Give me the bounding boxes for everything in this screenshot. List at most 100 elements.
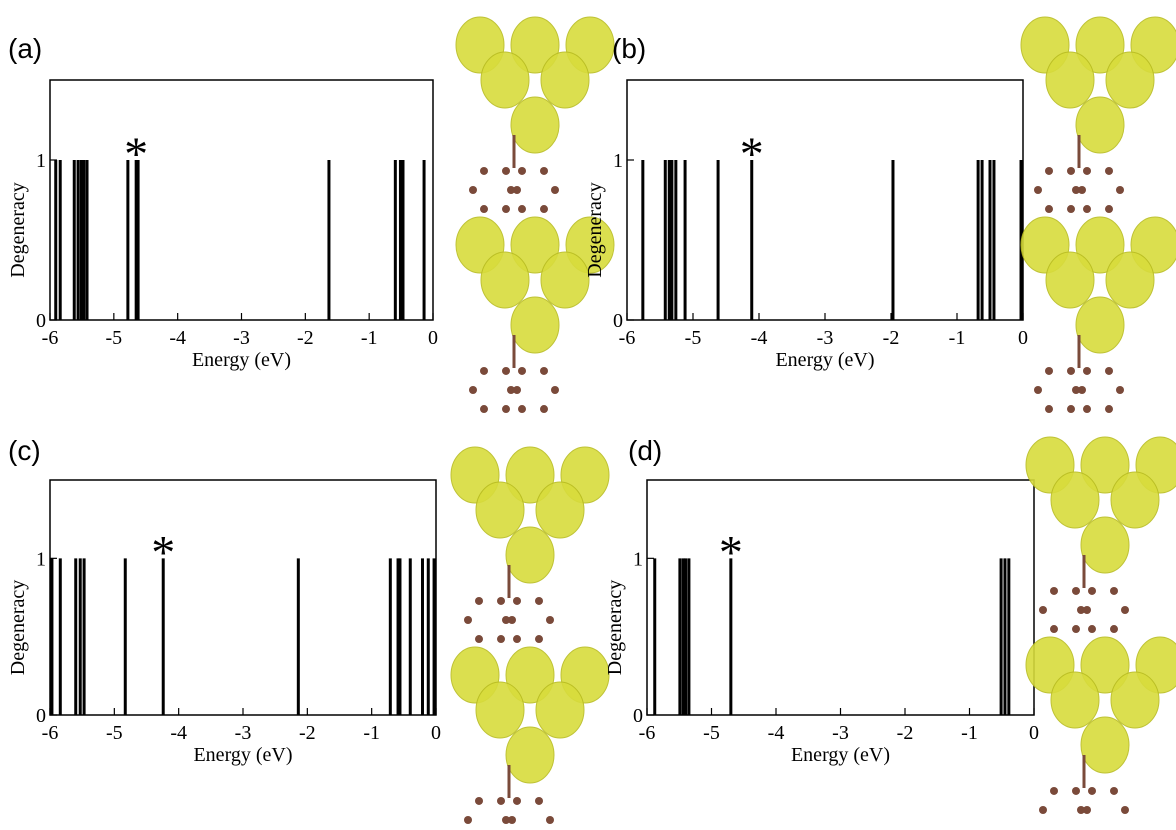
orbital-lobe [1076, 97, 1124, 153]
orbital-lobe [511, 297, 559, 353]
atom [1072, 587, 1080, 595]
x-tick-label: -3 [235, 722, 252, 744]
x-tick-label: -1 [961, 722, 978, 744]
atom [513, 635, 521, 643]
orbital-lobe [1106, 252, 1154, 308]
x-tick-label: -4 [751, 327, 768, 349]
atom [1039, 606, 1047, 614]
x-tick-label: -4 [169, 327, 186, 349]
atom [518, 167, 526, 175]
atom [502, 167, 510, 175]
atom [1105, 167, 1113, 175]
atom [469, 386, 477, 394]
atom [551, 386, 559, 394]
atom [535, 797, 543, 805]
x-axis-label: Energy (eV) [791, 744, 890, 766]
atom [1067, 367, 1075, 375]
atom [1083, 205, 1091, 213]
x-tick-label: -5 [105, 327, 122, 349]
atom [1088, 625, 1096, 633]
atom [502, 616, 510, 624]
orbital-lobe [1046, 52, 1094, 108]
atom [507, 386, 515, 394]
orbital-lobe [481, 252, 529, 308]
atom [535, 635, 543, 643]
y-tick-label: 0 [36, 705, 46, 727]
atom [480, 205, 488, 213]
atom [1050, 787, 1058, 795]
y-tick-label: 1 [613, 150, 623, 172]
atom [1121, 606, 1129, 614]
atom [540, 167, 548, 175]
atom [480, 405, 488, 413]
annotation: * [151, 527, 175, 580]
x-tick-label: -5 [685, 327, 702, 349]
panel: (d)-6-5-4-3-2-1001Energy (eV)Degeneracy* [604, 435, 1176, 825]
atom [1116, 386, 1124, 394]
orbital-lobe [536, 682, 584, 738]
x-tick-label: -2 [297, 327, 314, 349]
atom [546, 616, 554, 624]
annotation: * [719, 527, 743, 580]
x-tick-label: 0 [1029, 722, 1039, 744]
atom [1050, 625, 1058, 633]
atom [1105, 367, 1113, 375]
atom [475, 797, 483, 805]
atom [513, 597, 521, 605]
atom [1105, 405, 1113, 413]
orbital-lobe [1051, 672, 1099, 728]
atom [1067, 167, 1075, 175]
atom [540, 367, 548, 375]
orbital-lobe [1046, 252, 1094, 308]
panel: (a)-6-5-4-3-2-1001Energy (eV)Degeneracy* [7, 17, 614, 413]
atom [1072, 186, 1080, 194]
annotation: * [740, 128, 764, 181]
x-tick-label: -3 [817, 327, 834, 349]
x-tick-label: -5 [106, 722, 123, 744]
atom [464, 816, 472, 824]
atom [1083, 167, 1091, 175]
atom [1039, 806, 1047, 814]
atom [1045, 367, 1053, 375]
atom [1088, 787, 1096, 795]
atom [502, 205, 510, 213]
orbital-lobe [511, 97, 559, 153]
y-tick-label: 0 [36, 310, 46, 332]
x-tick-label: 0 [428, 327, 438, 349]
atom [1110, 787, 1118, 795]
panel-label: (d) [628, 435, 662, 466]
atom [502, 816, 510, 824]
atom [1034, 186, 1042, 194]
panel-label: (a) [8, 33, 42, 64]
atom [1121, 806, 1129, 814]
atom [1083, 405, 1091, 413]
orbital-lobe [541, 52, 589, 108]
orbital-lobe [1051, 472, 1099, 528]
atom [1045, 167, 1053, 175]
x-axis-label: Energy (eV) [193, 744, 292, 766]
atom [518, 205, 526, 213]
orbital-lobe [1081, 517, 1129, 573]
x-tick-label: 0 [431, 722, 441, 744]
atom [464, 616, 472, 624]
atom [502, 367, 510, 375]
x-tick-label: 0 [1018, 327, 1028, 349]
atom [1045, 405, 1053, 413]
atom [1034, 386, 1042, 394]
orbital-lobe [481, 52, 529, 108]
atom [1110, 625, 1118, 633]
orbital-lobe [1081, 717, 1129, 773]
atom [1067, 205, 1075, 213]
orbital-lobe [1111, 672, 1159, 728]
x-tick-label: -5 [703, 722, 720, 744]
plot-frame [50, 80, 433, 320]
atom [1067, 405, 1075, 413]
atom [1088, 587, 1096, 595]
orbital-lobe [536, 482, 584, 538]
atom [1083, 367, 1091, 375]
atom [1110, 587, 1118, 595]
y-tick-label: 0 [613, 310, 623, 332]
atom [480, 367, 488, 375]
atom [497, 597, 505, 605]
y-axis-label: Degeneracy [604, 580, 626, 676]
